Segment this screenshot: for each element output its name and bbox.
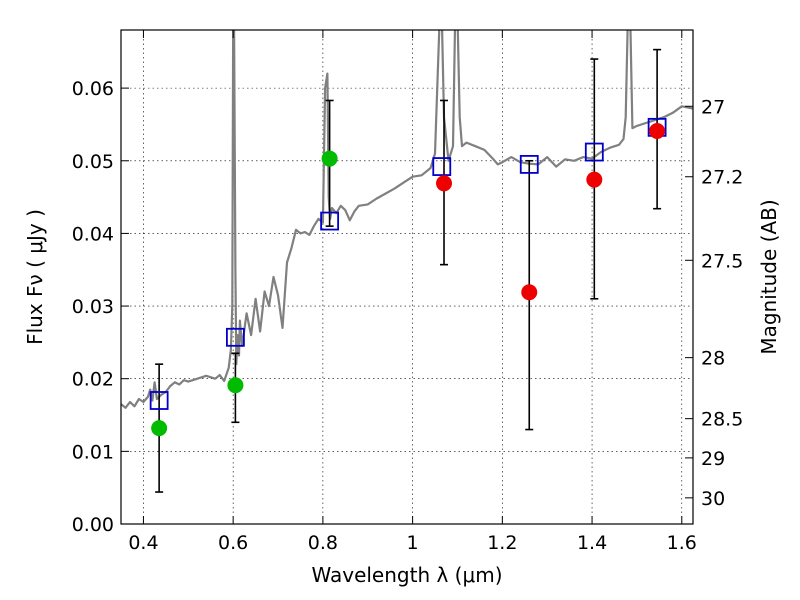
y-tick-label: 0.00 <box>72 514 114 536</box>
plot-frame <box>120 29 694 525</box>
y2-axis-label: Magnitude (AB) <box>757 199 781 354</box>
axis-ticks <box>121 30 693 525</box>
observed-flux-point <box>586 171 603 188</box>
axis-tick-labels: 0.4 0.6 0.8 1 1.2 1.4 1.6 0.00 0.01 0.02 0.03 0.04 0… <box>72 78 744 554</box>
y-tick-label: 0.05 <box>72 151 114 173</box>
y-axis-label: Flux Fν ( μJy ) <box>23 209 47 345</box>
y2-tick-label: 29 <box>701 448 725 470</box>
observed-points-group <box>151 122 666 437</box>
model-spectrum-line <box>121 30 693 409</box>
x-tick-label: 1.2 <box>487 532 517 554</box>
x-tick-label: 1.4 <box>577 532 607 554</box>
y-tick-label: 0.02 <box>72 369 114 391</box>
y2-tick-label: 27 <box>701 96 725 118</box>
grid-lines <box>121 30 693 525</box>
model-photometry-square <box>432 157 452 176</box>
y-tick-label: 0.03 <box>72 296 114 318</box>
observed-flux-point <box>151 420 168 437</box>
y2-tick-label: 27.2 <box>701 167 743 189</box>
observed-flux-point <box>321 150 338 167</box>
y2-tick-label: 28.5 <box>701 409 743 431</box>
observed-flux-point <box>436 175 453 192</box>
x-tick-label: 0.8 <box>308 532 338 554</box>
model-photometry-square <box>320 211 340 231</box>
x-tick-label: 1.6 <box>667 532 697 554</box>
observed-flux-point <box>227 377 244 394</box>
x-tick-label: 0.4 <box>128 532 158 554</box>
y2-tick-label: 28 <box>701 348 725 370</box>
model-spectrum-group <box>121 30 693 409</box>
x-axis-label: Wavelength λ (μm) <box>311 563 502 587</box>
model-photometry-square <box>584 142 604 162</box>
x-tick-label: 0.6 <box>218 532 248 554</box>
y-tick-label: 0.06 <box>72 78 114 100</box>
observed-flux-point <box>649 122 666 139</box>
model-photometry-square <box>225 327 245 347</box>
y2-tick-label: 27.5 <box>701 250 743 272</box>
model-photometry-square <box>149 391 169 410</box>
observed-flux-point <box>521 284 538 301</box>
model-points-group <box>149 117 667 410</box>
errorbars-group <box>155 48 662 493</box>
y-tick-label: 0.01 <box>72 441 114 463</box>
model-photometry-square <box>519 154 539 174</box>
y2-tick-label: 30 <box>701 488 725 510</box>
y-tick-label: 0.04 <box>72 223 114 245</box>
x-tick-label: 1 <box>407 532 419 554</box>
